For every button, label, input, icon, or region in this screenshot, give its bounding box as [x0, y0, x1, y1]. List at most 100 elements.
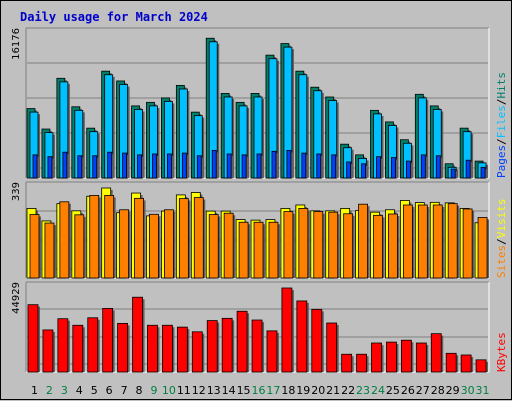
kbytes-bar	[430, 333, 442, 373]
day-label: 25	[386, 384, 400, 397]
kbytes-bar	[326, 322, 338, 373]
day-label: 29	[446, 384, 460, 397]
pages-bar	[435, 155, 441, 179]
day-label: 22	[341, 384, 355, 397]
legend-entry: Files	[495, 105, 508, 138]
pages-bar	[137, 154, 142, 179]
day-label: 26	[401, 384, 415, 397]
pages-bar	[346, 161, 352, 179]
kbytes-bar	[42, 329, 54, 373]
pages-bar	[62, 151, 68, 179]
sites-bar	[373, 214, 383, 279]
kbytes-bar	[341, 353, 353, 373]
sites-bar	[193, 197, 204, 279]
pages-bar	[47, 156, 53, 179]
chart-title: Daily usage for March 2024	[20, 10, 208, 24]
kbytes-bar	[386, 341, 397, 373]
day-label: 5	[91, 384, 98, 397]
day-label: 17	[266, 384, 280, 397]
day-label: 23	[356, 384, 370, 397]
legend-entry: Visits	[495, 199, 508, 239]
sites-bar	[164, 209, 174, 279]
day-label: 3	[61, 384, 68, 397]
pages-bar	[465, 159, 471, 179]
legend-entry: /	[495, 238, 508, 245]
kbytes-bar	[191, 331, 203, 373]
pages-bar	[77, 155, 83, 179]
legend-label: Pages/Files/Hits	[495, 72, 508, 178]
day-label: 21	[326, 384, 340, 397]
kbytes-bar	[72, 324, 84, 373]
pages-bar	[316, 153, 322, 179]
day-label: 16	[252, 384, 266, 397]
sites-bar	[89, 195, 100, 279]
day-label: 12	[192, 384, 206, 397]
sites-bar	[178, 198, 189, 279]
pages-bar	[271, 150, 277, 179]
pages-bar	[107, 151, 113, 179]
pages-bar	[391, 157, 396, 179]
day-label: 1	[31, 384, 38, 397]
day-label: 18	[281, 384, 295, 397]
kbytes-bar	[251, 319, 263, 373]
pages-bar	[241, 154, 247, 179]
sites-bar	[298, 208, 309, 279]
kbytes-bar	[236, 310, 248, 373]
kbytes-bar	[296, 300, 308, 373]
pages-bar	[226, 153, 232, 179]
pages-bar	[376, 156, 381, 179]
day-label: 24	[371, 384, 385, 397]
legend-entry: /	[495, 138, 508, 145]
day-label: 10	[162, 384, 176, 397]
day-label: 20	[311, 384, 325, 397]
day-label: 11	[177, 384, 191, 397]
sites-bar	[223, 212, 234, 279]
legend-entry: Sites	[495, 245, 508, 278]
pages-bar	[405, 160, 411, 179]
day-label: 30	[461, 384, 475, 397]
sites-bar	[208, 214, 219, 279]
sites-bar	[388, 213, 398, 279]
y-max-label: 16176	[11, 28, 22, 60]
day-label: 4	[76, 384, 83, 397]
legend-entry: /	[495, 99, 508, 106]
sites-bar	[283, 211, 294, 279]
kbytes-bar	[132, 296, 143, 373]
pages-bar	[331, 154, 337, 179]
pages-bar	[256, 153, 262, 179]
day-label: 19	[296, 384, 310, 397]
pages-bar	[92, 155, 98, 179]
day-label: 27	[416, 384, 430, 397]
kbytes-bar	[460, 354, 472, 373]
legend-entry: KBytes	[495, 332, 508, 372]
sites-bar	[44, 222, 55, 279]
legend-label: KBytes	[495, 332, 508, 372]
kbytes-bar	[221, 317, 233, 373]
sites-bar	[74, 214, 85, 279]
sites-bar	[59, 201, 70, 279]
sites-bar	[432, 204, 443, 279]
y-max-label: 339	[11, 182, 22, 201]
kbytes-bar	[371, 342, 382, 373]
pages-bar	[480, 166, 486, 179]
sites-bar	[328, 211, 339, 279]
sites-bar	[462, 208, 473, 279]
sites-bar	[447, 203, 458, 279]
sites-bar	[119, 209, 130, 279]
pages-bar	[420, 154, 426, 179]
kbytes-bar	[147, 324, 158, 373]
day-label: 8	[136, 384, 143, 397]
pages-bar	[167, 153, 172, 179]
pages-bar	[196, 155, 202, 179]
y-max-label: 44929	[11, 282, 22, 314]
sites-bar	[149, 213, 159, 279]
day-label: 13	[207, 384, 221, 397]
day-label: 9	[150, 384, 157, 397]
sites-bar	[268, 221, 279, 279]
day-label: 28	[431, 384, 445, 397]
day-label: 14	[222, 384, 236, 397]
pages-bar	[361, 163, 366, 179]
kbytes-bar	[400, 339, 412, 373]
